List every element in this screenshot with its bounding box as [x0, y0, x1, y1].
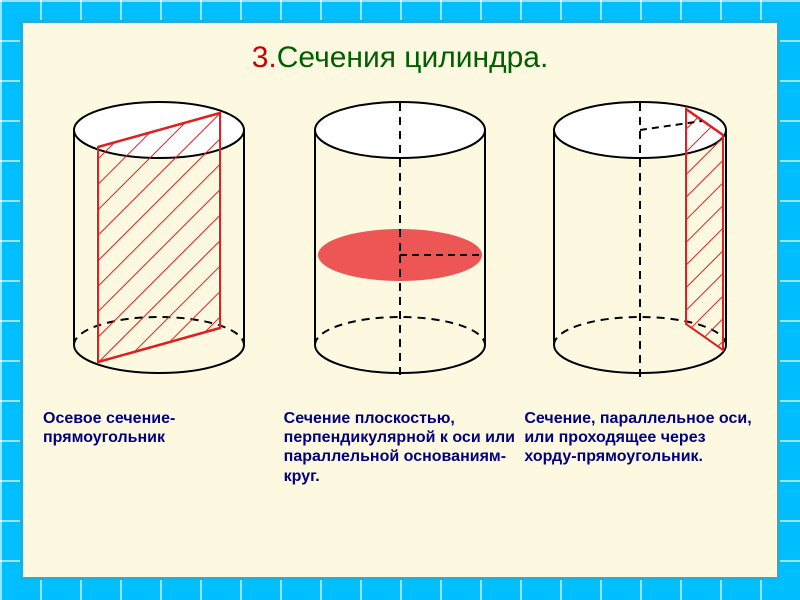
figures-row	[43, 85, 757, 395]
caption-1: Осевое сечение-прямоугольник	[43, 409, 276, 486]
axial-svg	[44, 85, 274, 395]
title: 3.Сечения цилиндра.	[43, 41, 757, 75]
figure-chord	[524, 85, 757, 395]
figure-axial	[43, 85, 276, 395]
title-number: 3.	[252, 41, 277, 74]
caption-3: Сечение, параллельное оси, или проходяще…	[524, 409, 757, 486]
page-background: 3.Сечения цилиндра.	[0, 0, 800, 600]
figure-perpendicular	[284, 85, 517, 395]
title-text: Сечения цилиндра.	[277, 41, 549, 74]
captions-row: Осевое сечение-прямоугольник Сечение пло…	[43, 409, 757, 486]
content-card: 3.Сечения цилиндра.	[20, 20, 780, 580]
chord-svg	[526, 85, 756, 395]
perp-svg	[285, 85, 515, 395]
caption-2: Сечение плоскостью, перпендикулярной к о…	[284, 409, 517, 486]
